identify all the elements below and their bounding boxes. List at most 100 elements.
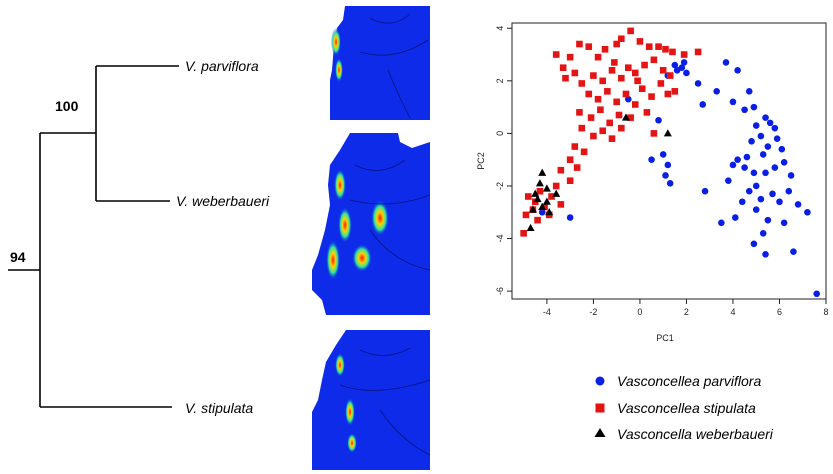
legend-label-stipulata: Vasconcellea stipulata: [617, 400, 756, 416]
point-circle: [683, 69, 690, 77]
point-square: [599, 127, 607, 135]
y-axis: -6 -4 -2 0 2 4: [495, 26, 512, 295]
point-circle: [666, 180, 674, 187]
point-square: [636, 38, 644, 45]
point-circle: [745, 187, 753, 195]
point-square: [666, 72, 674, 79]
map-stipulata: [312, 330, 431, 470]
point-square: [627, 114, 634, 121]
point-circle: [566, 214, 574, 221]
point-circle: [759, 151, 767, 158]
point-square: [655, 43, 662, 50]
taxon-label-weberbaueri: V. weberbaueri: [176, 193, 270, 209]
point-circle: [759, 229, 767, 237]
x-tick-label: -2: [589, 307, 597, 317]
point-triangle: [552, 189, 561, 197]
bootstrap-root: 94: [10, 249, 26, 265]
point-circle: [794, 201, 802, 208]
y-axis-label: PC2: [476, 152, 486, 170]
point-circle: [729, 161, 737, 169]
point-square: [524, 193, 532, 200]
point-square: [613, 40, 620, 48]
point-circle: [787, 172, 795, 179]
point-triangle: [531, 189, 540, 197]
point-square: [520, 229, 527, 237]
point-square: [571, 69, 579, 77]
point-circle: [757, 195, 765, 203]
x-tick-label: 4: [730, 307, 735, 317]
point-square: [557, 201, 565, 208]
x-axis: -4 -2 0 2 4 6 8: [543, 299, 829, 317]
point-square: [585, 43, 593, 50]
point-square: [680, 51, 688, 58]
point-triangle: [533, 194, 542, 203]
point-triangle: [535, 179, 544, 187]
point-circle: [713, 88, 720, 95]
point-circle: [743, 153, 751, 161]
point-square: [559, 64, 567, 71]
x-axis-label: PC1: [656, 333, 674, 343]
point-square: [608, 135, 616, 142]
point-square: [578, 80, 586, 87]
x-tick-label: 8: [823, 307, 828, 317]
point-circle: [725, 177, 732, 185]
point-circle: [764, 216, 772, 224]
legend-marker-parviflora: [595, 376, 605, 386]
point-triangle: [545, 208, 554, 216]
point-square: [548, 193, 555, 200]
point-triangle: [542, 197, 551, 205]
point-square: [631, 101, 639, 108]
point-circle: [659, 151, 667, 158]
map-parviflora: [330, 6, 430, 120]
point-circle: [741, 164, 748, 171]
point-square: [648, 93, 655, 100]
point-circle: [776, 198, 783, 206]
x-tick-label: 2: [684, 307, 689, 317]
point-square: [634, 77, 641, 85]
point-circle: [752, 122, 760, 129]
point-square: [536, 187, 544, 195]
point-circle: [648, 156, 655, 163]
point-triangle: [542, 184, 551, 192]
point-square: [664, 90, 672, 98]
point-circle: [745, 88, 753, 95]
y-tick-label: 4: [495, 26, 505, 31]
point-square: [585, 90, 593, 98]
point-square: [627, 27, 634, 35]
point-square: [611, 59, 618, 66]
map-weberbaueri: [312, 133, 431, 315]
point-circle: [771, 164, 779, 171]
point-square: [601, 45, 609, 53]
point-circle: [750, 103, 758, 111]
point-square: [650, 56, 658, 64]
point-circle: [729, 98, 737, 106]
taxon-label-stipulata: V. stipulata: [185, 400, 253, 416]
point-circle: [757, 132, 765, 140]
point-circle: [752, 182, 760, 190]
plot-frame: [511, 22, 827, 300]
point-square: [669, 48, 676, 56]
point-circle: [780, 159, 788, 166]
point-circle: [718, 219, 725, 227]
point-square: [534, 216, 541, 224]
point-circle: [662, 172, 669, 179]
point-circle: [780, 219, 788, 227]
point-circle: [750, 240, 758, 248]
point-square: [643, 109, 651, 116]
point-square: [590, 72, 597, 79]
point-square: [608, 67, 616, 74]
y-tick-label: -2: [495, 182, 505, 190]
point-circle: [671, 61, 679, 69]
point-square: [613, 98, 620, 106]
point-square: [662, 45, 669, 53]
point-square: [566, 156, 574, 163]
point-circle: [694, 80, 702, 87]
point-square: [522, 211, 530, 219]
point-circle: [741, 106, 748, 114]
point-circle: [673, 67, 681, 74]
point-circle: [778, 145, 786, 153]
point-square: [694, 48, 702, 56]
point-circle: [699, 101, 707, 108]
point-square: [557, 166, 565, 174]
